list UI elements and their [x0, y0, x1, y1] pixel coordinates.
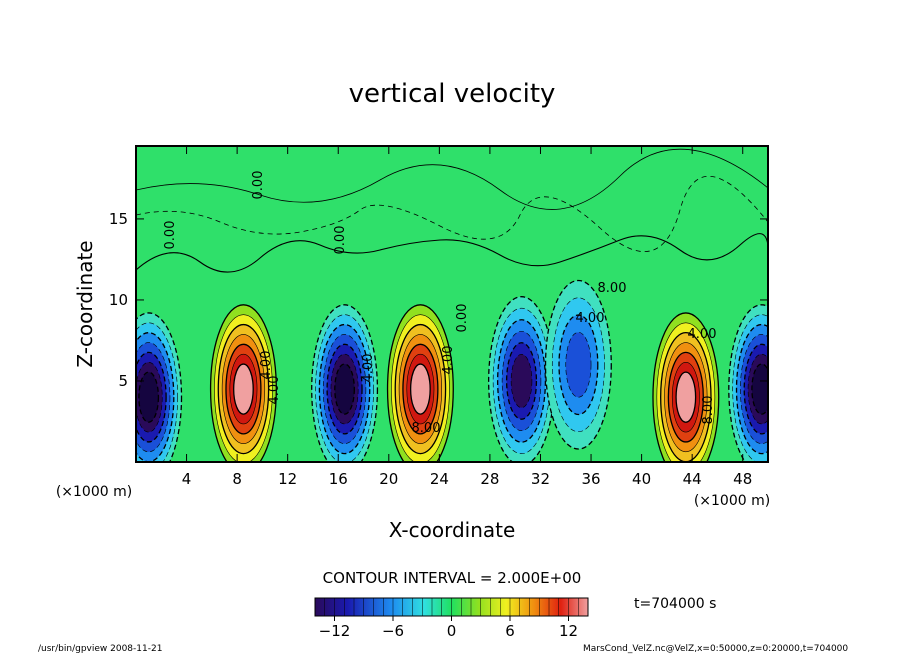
footer-right: MarsCond_VelZ.nc@VelZ,x=0:50000,z=0:2000… — [583, 644, 848, 654]
contour-label: 8.00 — [412, 421, 441, 436]
contour-ring-7-6 — [751, 363, 768, 415]
x-tick-label: 36 — [581, 470, 600, 488]
x-tick-label: 48 — [733, 470, 752, 488]
contour-ring-0-6 — [138, 371, 160, 423]
contour-ring-3-6 — [409, 363, 431, 415]
colorbar-tick-label: 6 — [505, 622, 515, 640]
x-tick-label: 16 — [329, 470, 348, 488]
contour-label: 4.00 — [688, 327, 717, 342]
contour-label: 4.00 — [441, 346, 456, 375]
contour-label: 4.00 — [361, 354, 376, 383]
x-axis-label: X-coordinate — [389, 518, 516, 542]
x-tick-label: 12 — [278, 470, 297, 488]
contour-label: 8.00 — [598, 281, 627, 296]
contour-label: 0.00 — [251, 171, 266, 200]
y-axis: 5 10 15 — [109, 210, 768, 390]
x-tick-label: 8 — [232, 470, 242, 488]
x-axis: 4 8 12 16 20 24 28 32 36 40 44 48 — [182, 146, 752, 488]
x-unit-label-right: (×1000 m) — [694, 493, 770, 509]
colorbar-tick-label: 12 — [559, 622, 578, 640]
colorbar-tick-label: −12 — [319, 622, 351, 640]
plot-frame — [135, 145, 769, 463]
contour-label: 8.00 — [701, 396, 716, 425]
contour-ring-1-6 — [233, 363, 254, 415]
contour-label: 4.00 — [576, 311, 605, 326]
x-tick-label: 32 — [531, 470, 550, 488]
contour-label: 0.00 — [333, 226, 348, 255]
contour-labels: 0.000.00 0.000.004.00 4.00 4.004.004.004.00… — [163, 171, 716, 436]
time-text: t=704000 s — [634, 596, 716, 612]
x-tick-label: 24 — [430, 470, 449, 488]
x-tick-label: 40 — [632, 470, 651, 488]
x-unit-label-left: (×1000 m) — [56, 484, 132, 500]
x-tick-label: 28 — [480, 470, 499, 488]
upper-band-texture-3 — [136, 148, 768, 210]
x-tick-label: 4 — [182, 470, 192, 488]
upper-band-texture — [136, 233, 768, 273]
x-tick-label: 20 — [379, 470, 398, 488]
y-tick-label: 15 — [109, 210, 128, 228]
contour-label: 4.00 — [267, 376, 282, 405]
x-tick-label: 44 — [683, 470, 702, 488]
upper-band-texture-2 — [136, 175, 768, 253]
contour-label: 0.00 — [163, 221, 178, 250]
contour-ring-6-6 — [675, 371, 697, 423]
colorbar-tick-label: −6 — [382, 622, 404, 640]
chart-title: vertical velocity — [349, 79, 556, 109]
footer-left: /usr/bin/gpview 2008-11-21 — [38, 644, 162, 654]
velocity-field — [136, 148, 768, 462]
contour-ring-5-3 — [565, 332, 592, 398]
colorbar-tick-label: 0 — [447, 622, 457, 640]
contour-label: 0.00 — [455, 304, 470, 333]
contour-ring-2-6 — [334, 363, 355, 415]
y-axis-label: Z-coordinate — [73, 240, 97, 367]
contour-interval-text: CONTOUR INTERVAL = 2.000E+00 — [323, 569, 582, 587]
contour-label: 4.00 — [259, 351, 274, 380]
contour-ring-4-5 — [510, 353, 533, 408]
y-tick-label: 10 — [109, 291, 128, 309]
y-tick-label: 5 — [118, 372, 128, 390]
colorbar-ticks: −12 −6 0 6 12 — [314, 598, 589, 640]
